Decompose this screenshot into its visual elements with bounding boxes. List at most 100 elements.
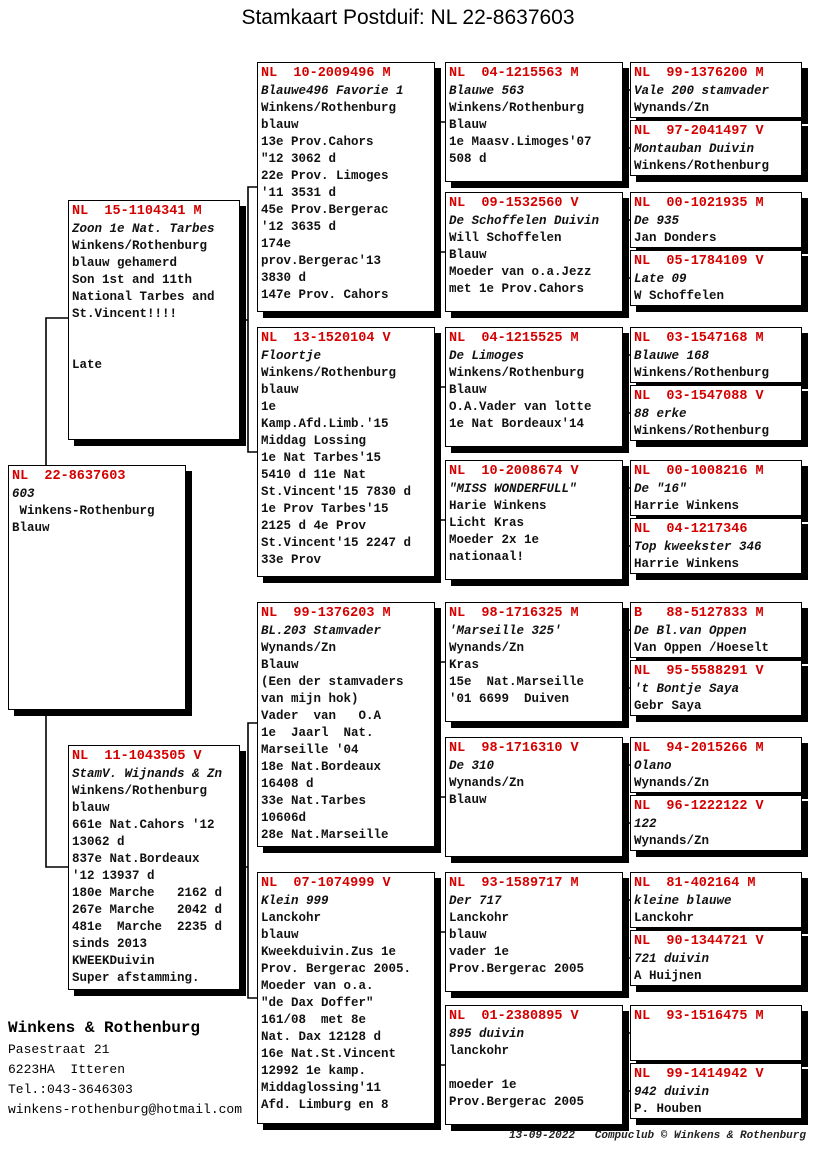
- pedigree-text-line: 28e Nat.Marseille: [261, 828, 389, 842]
- ring-number: NL 93-1516475 M: [634, 1009, 764, 1024]
- great-grandparent-box-2: NL 09-1532560 V De Schoffelen Duivin Will…: [445, 192, 623, 312]
- pedigree-text-line: 180e Marche 2162 d: [72, 886, 223, 900]
- pedigree-box-body: 't Bontje Saya Gebr Saya: [634, 681, 798, 715]
- pedigree-text-line: 1e Maasv.Limoges'07: [449, 135, 592, 149]
- grandparent-box-3: NL 99-1376203 M BL.203 Stamvader Wynands/…: [257, 602, 435, 847]
- grandparent-box-2: NL 13-1520104 V Floortje Winkens/Rothenbu…: [257, 327, 435, 577]
- pedigree-text-line: kleine blauwe: [634, 894, 732, 908]
- pedigree-text-line: O.A.Vader van lotte: [449, 400, 592, 414]
- pedigree-text-line: Prov.Bergerac 2005: [449, 962, 585, 976]
- pedigree-text-line: De 310: [449, 759, 495, 773]
- pedigree-text-line: 837e Nat.Bordeaux: [72, 852, 200, 866]
- gg-grandparent-box-15: NL 93-1516475 M: [630, 1005, 802, 1061]
- pedigree-text-line: 'Marseille 325': [449, 624, 562, 638]
- pedigree-text-line: Moeder van o.a.Jezz: [449, 265, 592, 279]
- pedigree-text-line: Harie Winkens: [449, 499, 547, 513]
- ring-number: NL 01-2380895 V: [449, 1009, 579, 1024]
- pedigree-box-body: Late 09 W Schoffelen: [634, 271, 798, 305]
- pedigree-text-line: 603: [12, 487, 35, 501]
- ring-number: NL 13-1520104 V: [261, 331, 391, 346]
- pedigree-text-line: Jan Donders: [634, 231, 717, 245]
- pedigree-text-line: Kamp.Afd.Limb.'15: [261, 417, 389, 431]
- pedigree-text-line: "MISS WONDERFULL": [449, 482, 577, 496]
- pedigree-box-body: 603 Winkens-Rothenburg Blauw: [12, 486, 182, 537]
- ring-number: NL 04-1215525 M: [449, 331, 579, 346]
- pedigree-box-body: Zoon 1e Nat. Tarbes Winkens/Rothenburg bla…: [72, 221, 236, 374]
- gg-grandparent-box-5: NL 03-1547168 M Blauwe 168 Winkens/Rothen…: [630, 327, 802, 383]
- pedigree-text-line: Floortje: [261, 349, 322, 363]
- pedigree-text-line: St.Vincent'15 7830 d: [261, 485, 412, 499]
- pedigree-text-line: 895 duivin: [449, 1027, 525, 1041]
- gg-grandparent-box-13: NL 81-402164 M kleine blauwe Lanckohr: [630, 872, 802, 928]
- pedigree-text-line: Vale 200 stamvader: [634, 84, 770, 98]
- pedigree-text-line: '12 3635 d: [261, 220, 337, 234]
- pedigree-text-line: De "16": [634, 482, 687, 496]
- pedigree-box-body: "MISS WONDERFULL" Harie Winkens Licht Kras…: [449, 481, 619, 566]
- pedigree-text-line: De Schoffelen Duivin: [449, 214, 600, 228]
- pedigree-text-line: 481e Marche 2235 d: [72, 920, 223, 934]
- pedigree-box-body: 721 duivin A Huijnen: [634, 951, 798, 985]
- pedigree-text-line: 12992 1e kamp.: [261, 1064, 367, 1078]
- pedigree-text-line: Afd. Limburg en 8: [261, 1098, 389, 1112]
- pedigree-text-line: Harrie Winkens: [634, 557, 740, 571]
- pedigree-text-line: blauw: [261, 118, 299, 132]
- pedigree-text-line: van mijn hok): [261, 692, 359, 706]
- owner-phone: Tel.:043-3646303: [8, 1082, 133, 1097]
- pedigree-text-line: Der 717: [449, 894, 502, 908]
- gg-grandparent-box-7: NL 00-1008216 M De "16" Harrie Winkens: [630, 460, 802, 516]
- pedigree-text-line: Kweekduivin.Zus 1e: [261, 945, 397, 959]
- pedigree-text-line: Son 1st and 11th: [72, 273, 193, 287]
- pedigree-text-line: blauw: [261, 928, 299, 942]
- pedigree-text-line: Wynands/Zn: [634, 101, 710, 115]
- pedigree-text-line: Winkens/Rothenburg: [72, 784, 208, 798]
- pedigree-text-line: Moeder 2x 1e: [449, 533, 540, 547]
- pedigree-text-line: 942 duivin: [634, 1085, 710, 1099]
- pedigree-text-line: Zoon 1e Nat. Tarbes: [72, 222, 215, 236]
- gg-grandparent-box-1: NL 99-1376200 M Vale 200 stamvader Wynand…: [630, 62, 802, 118]
- gg-grandparent-box-3: NL 00-1021935 M De 935 Jan Donders: [630, 192, 802, 248]
- great-grandparent-box-7: NL 93-1589717 M Der 717 Lanckohr blauw vade…: [445, 872, 623, 992]
- ring-number: NL 00-1008216 M: [634, 464, 764, 479]
- pedigree-text-line: [72, 340, 236, 357]
- pedigree-text-line: 18e Nat.Bordeaux: [261, 760, 382, 774]
- gg-grandparent-box-8: NL 04-1217346 Top kweekster 346 Harrie Wi…: [630, 518, 802, 574]
- pedigree-text-line: (Een der stamvaders: [261, 675, 404, 689]
- pedigree-box-body: Der 717 Lanckohr blauw vader 1e Prov.Bergera…: [449, 893, 619, 978]
- pedigree-text-line: 661e Nat.Cahors '12: [72, 818, 215, 832]
- pedigree-text-line: Winkens/Rothenburg: [72, 239, 208, 253]
- pedigree-text-line: Winkens/Rothenburg: [634, 424, 770, 438]
- pedigree-text-line: 45e Prov.Bergerac: [261, 203, 389, 217]
- pedigree-text-line: KWEEKDuivin: [72, 954, 155, 968]
- ring-number: NL 15-1104341 M: [72, 204, 202, 219]
- pedigree-box-body: Olano Wynands/Zn: [634, 758, 798, 792]
- pedigree-text-line: met 1e Prov.Cahors: [449, 282, 585, 296]
- pedigree-text-line: Prov.Bergerac 2005: [449, 1095, 585, 1109]
- grandparent-box-4: NL 07-1074999 V Klein 999 Lanckohr blauw Kw…: [257, 872, 435, 1124]
- ring-number: NL 93-1589717 M: [449, 876, 579, 891]
- pedigree-text-line: blauw: [261, 383, 299, 397]
- pedigree-text-line: 33e Prov: [261, 553, 322, 567]
- pedigree-text-line: 13e Prov.Cahors: [261, 135, 374, 149]
- pedigree-text-line: Winkens/Rothenburg: [261, 366, 397, 380]
- pedigree-text-line: Winkens/Rothenburg: [634, 159, 770, 173]
- pedigree-box-body: Floortje Winkens/Rothenburg blauw 1e Kamp.Af…: [261, 348, 431, 569]
- pedigree-text-line: '11 3531 d: [261, 186, 337, 200]
- owner-address-line1: Pasestraat 21: [8, 1042, 110, 1057]
- pedigree-text-line: 16408 d: [261, 777, 314, 791]
- ring-number: NL 99-1414942 V: [634, 1067, 764, 1082]
- pedigree-text-line: Wynands/Zn: [634, 776, 710, 790]
- pedigree-box-body: De 935 Jan Donders: [634, 213, 798, 247]
- ring-number: NL 00-1021935 M: [634, 196, 764, 211]
- pedigree-text-line: Winkens/Rothenburg: [449, 366, 585, 380]
- pedigree-text-line: 88 erke: [634, 407, 687, 421]
- pedigree-text-line: P. Houben: [634, 1102, 702, 1116]
- pedigree-text-line: De 935: [634, 214, 680, 228]
- pedigree-text-line: 147e Prov. Cahors: [261, 288, 389, 302]
- pedigree-text-line: Blauw: [449, 118, 487, 132]
- pedigree-text-line: blauw: [449, 928, 487, 942]
- pedigree-text-line: National Tarbes and: [72, 290, 215, 304]
- pedigree-text-line: Will Schoffelen: [449, 231, 562, 245]
- great-grandparent-box-5: NL 98-1716325 M 'Marseille 325' Wynands/Z…: [445, 602, 623, 722]
- pedigree-text-line: Klein 999: [261, 894, 329, 908]
- pedigree-text-line: 1e Jaarl Nat.: [261, 726, 374, 740]
